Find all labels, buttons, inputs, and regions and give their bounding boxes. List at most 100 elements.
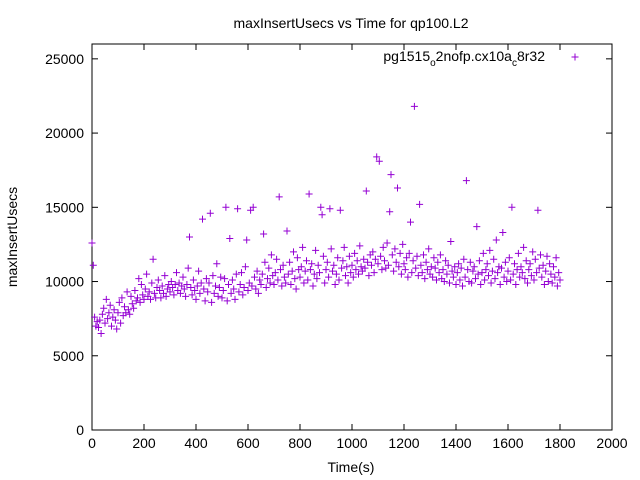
data-point (319, 252, 327, 260)
data-points (88, 102, 564, 337)
data-point (308, 260, 316, 268)
data-point (170, 291, 178, 299)
data-point (217, 273, 225, 281)
data-point (369, 248, 377, 256)
data-point (525, 266, 533, 274)
chart-title: maxInsertUsecs vs Time for qp100.L2 (234, 15, 469, 31)
legend-label-part: 2nofp.cx10a (436, 48, 512, 64)
data-point (501, 258, 509, 266)
data-point (283, 227, 291, 235)
data-point (273, 255, 281, 263)
data-point (460, 255, 468, 263)
data-point (449, 273, 457, 281)
data-point (197, 279, 205, 287)
data-point (442, 257, 450, 265)
data-point (104, 315, 112, 323)
data-point (219, 286, 227, 294)
data-point (253, 267, 261, 275)
data-point (100, 304, 108, 312)
data-point (364, 258, 372, 266)
data-point (227, 289, 235, 297)
data-point (239, 291, 247, 299)
data-point (504, 267, 512, 275)
data-point (206, 209, 214, 217)
data-point (351, 249, 359, 257)
data-point (473, 223, 481, 231)
data-point (388, 251, 396, 259)
data-point (140, 295, 148, 303)
data-point (409, 257, 417, 265)
data-point (469, 267, 477, 275)
data-point (209, 272, 217, 280)
data-point (427, 263, 435, 271)
data-point (301, 267, 309, 275)
data-point (279, 261, 287, 269)
x-tick-label: 0 (88, 435, 96, 451)
data-point (513, 266, 521, 274)
y-tick-label: 0 (76, 422, 84, 438)
data-point (292, 285, 300, 293)
data-point (555, 269, 563, 277)
data-point (403, 254, 411, 262)
data-point (456, 276, 464, 284)
data-point (240, 283, 248, 291)
data-point (500, 273, 508, 281)
data-point (539, 261, 547, 269)
data-point (447, 237, 455, 245)
data-point (266, 279, 274, 287)
data-point (231, 295, 239, 303)
data-point (95, 324, 102, 332)
data-point (535, 264, 543, 272)
data-point (553, 282, 561, 290)
data-point (312, 246, 320, 254)
data-point (156, 286, 164, 294)
data-point (256, 276, 264, 284)
data-point (368, 261, 375, 269)
data-point (128, 300, 136, 308)
y-axis-label: maxInsertUsecs (4, 187, 20, 287)
data-point (433, 276, 440, 284)
data-point (252, 285, 260, 293)
data-point (339, 257, 347, 265)
data-point (199, 215, 206, 223)
data-point (309, 282, 317, 290)
data-point (176, 289, 184, 297)
data-point (543, 252, 551, 260)
data-point (496, 281, 504, 289)
data-point (264, 275, 271, 283)
data-point (228, 276, 236, 284)
data-point (304, 276, 312, 284)
data-point (287, 281, 295, 289)
data-point (123, 288, 131, 296)
data-point (379, 243, 387, 251)
data-point (423, 266, 431, 274)
data-point (275, 193, 283, 201)
legend-label-part: pg1515 (383, 48, 430, 64)
data-point (262, 283, 270, 291)
data-point (113, 325, 121, 333)
x-tick-label: 1200 (388, 435, 419, 451)
data-point (111, 316, 119, 324)
data-point (117, 319, 125, 327)
data-point (405, 249, 413, 257)
data-point (106, 301, 114, 309)
data-point (400, 260, 408, 268)
data-point (462, 177, 470, 185)
data-point (483, 260, 491, 268)
data-point (232, 270, 240, 278)
data-point (215, 283, 223, 291)
data-point (413, 252, 421, 260)
data-point (162, 292, 170, 300)
data-point (452, 281, 460, 289)
data-point (439, 266, 447, 274)
data-point (482, 266, 490, 274)
data-point (248, 282, 256, 290)
data-point (481, 276, 489, 284)
data-point (499, 229, 507, 237)
data-point (261, 258, 269, 266)
data-point (96, 316, 104, 324)
data-point (365, 272, 373, 280)
data-point (150, 289, 158, 297)
data-point (526, 260, 534, 268)
data-point (360, 255, 368, 263)
